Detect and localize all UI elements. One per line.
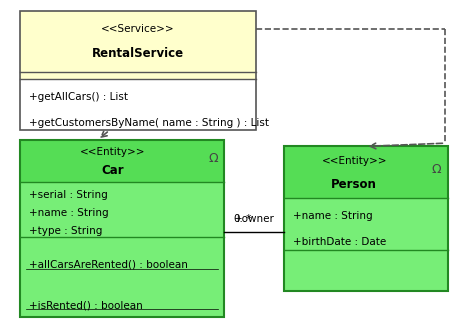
Text: +isRented() : boolean: +isRented() : boolean: [29, 300, 142, 310]
FancyBboxPatch shape: [284, 146, 447, 198]
Text: Person: Person: [331, 177, 377, 190]
Text: Ω: Ω: [208, 152, 218, 165]
Text: +serial : String: +serial : String: [29, 189, 108, 200]
FancyBboxPatch shape: [284, 250, 447, 292]
Text: +birthDate : Date: +birthDate : Date: [293, 237, 386, 247]
Text: 0..*: 0..*: [234, 214, 252, 224]
Text: +getCustomersByName( name : String ) : List: +getCustomersByName( name : String ) : L…: [29, 118, 269, 127]
FancyBboxPatch shape: [20, 140, 224, 182]
FancyBboxPatch shape: [20, 11, 256, 72]
FancyBboxPatch shape: [20, 182, 224, 237]
Text: +name : String: +name : String: [29, 208, 109, 218]
Text: Ω: Ω: [431, 163, 441, 176]
FancyBboxPatch shape: [20, 79, 256, 130]
Text: +type : String: +type : String: [29, 226, 102, 236]
Text: <<Service>>: <<Service>>: [101, 24, 175, 34]
Text: Car: Car: [102, 163, 124, 176]
Text: +name : String: +name : String: [293, 211, 372, 221]
FancyBboxPatch shape: [284, 198, 447, 250]
Text: <<Entity>>: <<Entity>>: [322, 156, 387, 166]
FancyBboxPatch shape: [20, 72, 256, 79]
FancyBboxPatch shape: [20, 237, 224, 317]
Text: +owner: +owner: [234, 214, 274, 224]
Text: +allCarsAreRented() : boolean: +allCarsAreRented() : boolean: [29, 260, 188, 270]
Text: <<Entity>>: <<Entity>>: [80, 147, 146, 157]
Text: +getAllCars() : List: +getAllCars() : List: [29, 92, 128, 102]
Text: RentalService: RentalService: [92, 47, 184, 60]
